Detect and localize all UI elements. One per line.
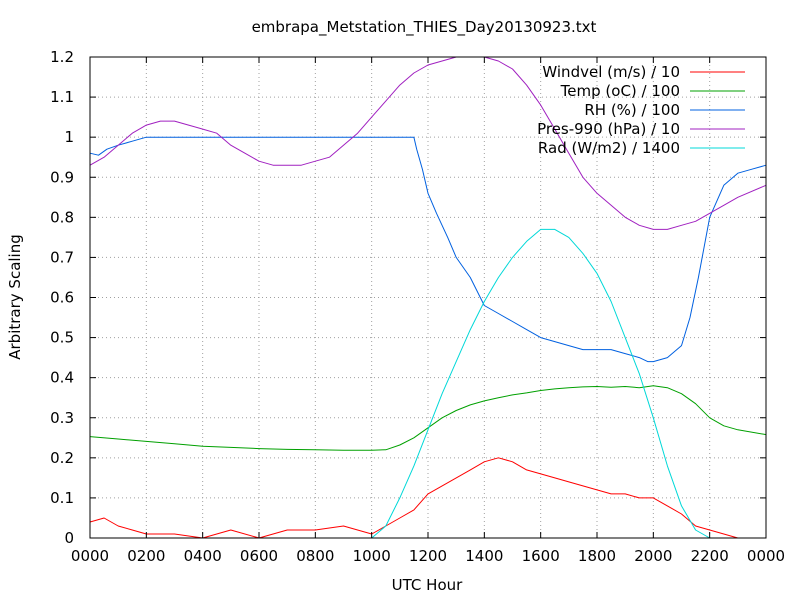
series-line — [89, 56, 767, 230]
y-tick-label: 0.8 — [50, 208, 74, 226]
y-tick-label: 0.6 — [50, 289, 74, 307]
y-tick-label: 0.9 — [50, 168, 74, 186]
y-tick-label: 1 — [64, 128, 74, 146]
x-tick-label: 1000 — [353, 547, 391, 565]
legend-entry-label: Temp (oC) / 100 — [560, 82, 680, 100]
x-tick-label: 0000 — [747, 547, 785, 565]
chart-title: embrapa_Metstation_THIES_Day20130923.txt — [252, 18, 597, 37]
y-tick-label: 0.1 — [50, 489, 74, 507]
x-tick-label: 1800 — [578, 547, 616, 565]
x-tick-label: 2000 — [634, 547, 672, 565]
y-tick-labels: 0 0.1 0.2 0.3 0.4 0.5 0.6 0.7 0.8 0.9 1 1.1 1.2 — [50, 48, 74, 547]
y-tick-label: 0.7 — [50, 248, 74, 266]
y-axis-label: Arbitrary Scaling — [6, 234, 24, 360]
series-line — [89, 385, 767, 451]
axis-ticks — [89, 56, 767, 539]
x-tick-label: 1400 — [465, 547, 503, 565]
y-tick-label: 0.2 — [50, 449, 74, 467]
series-line — [90, 228, 766, 539]
y-tick-label: 0.3 — [50, 409, 74, 427]
legend-entry-label: RH (%) / 100 — [584, 101, 680, 119]
legend-entry-label: Rad (W/m2) / 1400 — [538, 139, 680, 157]
legend-entry-label: Pres-990 (hPa) / 10 — [537, 120, 680, 138]
legend-entry-label: Windvel (m/s) / 10 — [542, 63, 680, 81]
x-tick-label: 0000 — [71, 547, 109, 565]
series-line — [89, 457, 766, 539]
x-tick-label: 1200 — [409, 547, 447, 565]
y-tick-label: 0 — [64, 529, 74, 547]
y-tick-label: 0.5 — [50, 329, 74, 347]
x-axis-label: UTC Hour — [392, 576, 463, 594]
y-tick-label: 1.2 — [50, 48, 74, 66]
x-tick-label: 0800 — [296, 547, 334, 565]
x-tick-label: 2200 — [691, 547, 729, 565]
x-tick-label: 1600 — [522, 547, 560, 565]
x-tick-label: 0200 — [127, 547, 165, 565]
grid-lines — [90, 57, 766, 538]
y-tick-label: 0.4 — [50, 369, 74, 387]
y-tick-label: 1.1 — [50, 88, 74, 106]
x-tick-labels: 0000 0200 0400 0600 0800 1000 1200 1400 1600 1800… — [71, 547, 785, 565]
x-tick-label: 0400 — [184, 547, 222, 565]
x-tick-label: 0600 — [240, 547, 278, 565]
series-layer — [89, 56, 767, 539]
